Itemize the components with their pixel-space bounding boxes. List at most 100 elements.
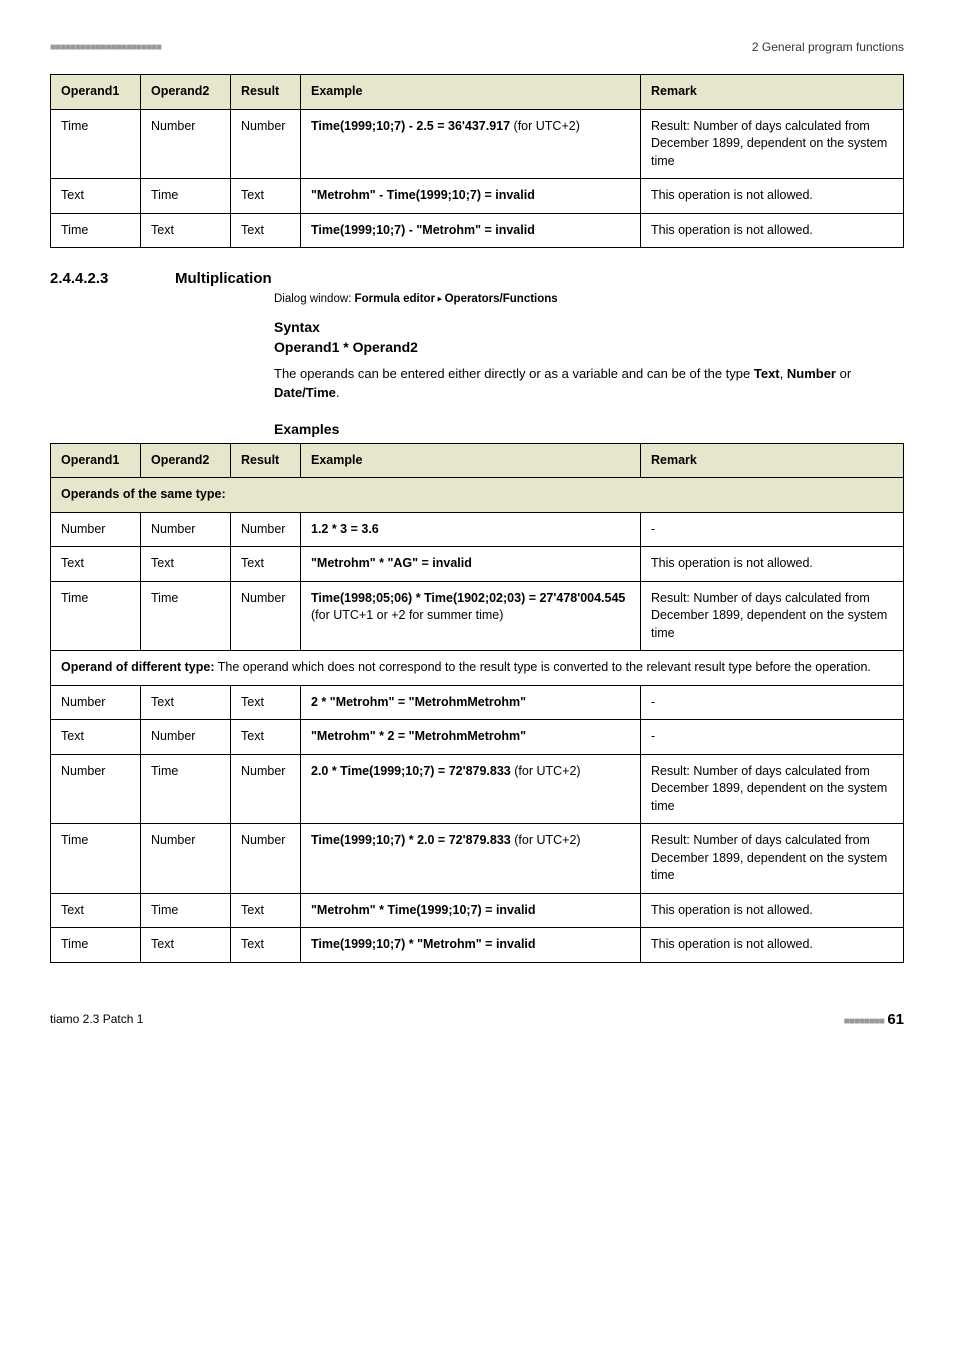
col-operand1: Operand1 — [51, 443, 141, 478]
dialog-part1: Formula editor — [355, 293, 436, 305]
table-cell: Number — [231, 512, 301, 547]
table-cell: Time(1999;10;7) - 2.5 = 36'437.917 (for … — [301, 109, 641, 179]
page-footer: tiamo 2.3 Patch 1 ■■■■■■■■ 61 — [50, 1011, 904, 1028]
footer-page-number: 61 — [887, 1011, 904, 1028]
table-cell: Text — [231, 928, 301, 963]
table-cell: Text — [141, 547, 231, 582]
table-row: NumberTextText2 * "Metrohm" = "MetrohmMe… — [51, 685, 904, 720]
table-row: NumberNumberNumber1.2 * 3 = 3.6- — [51, 512, 904, 547]
table-cell: 1.2 * 3 = 3.6 — [301, 512, 641, 547]
section-heading: 2.4.4.2.3 Multiplication — [50, 270, 904, 287]
table-cell: Number — [141, 824, 231, 894]
table-cell: Time — [141, 893, 231, 928]
section-paragraph: The operands can be entered either direc… — [274, 365, 904, 403]
table-row: TextTextText"Metrohm" * "AG" = invalidTh… — [51, 547, 904, 582]
col-remark: Remark — [641, 443, 904, 478]
table-cell: Result: Number of days calculated from D… — [641, 754, 904, 824]
section-body: Dialog window: Formula editor ▸ Operator… — [274, 293, 904, 403]
table-row: TimeTextTextTime(1999;10;7) - "Metrohm" … — [51, 213, 904, 248]
table-row: TextTimeText"Metrohm" - Time(1999;10;7) … — [51, 179, 904, 214]
table-cell: This operation is not allowed. — [641, 547, 904, 582]
table-cell: Text — [231, 547, 301, 582]
table-cell: Number — [231, 581, 301, 651]
table-cell: Number — [231, 824, 301, 894]
table-cell: Text — [231, 720, 301, 755]
col-example: Example — [301, 443, 641, 478]
table-cell: Time — [141, 179, 231, 214]
table-row: TextTimeText"Metrohm" * Time(1999;10;7) … — [51, 893, 904, 928]
para-end: . — [336, 385, 340, 400]
table-cell: Time — [141, 581, 231, 651]
footer-dots: ■■■■■■■■ — [844, 1016, 884, 1027]
table-cell: Time — [51, 824, 141, 894]
table-row: NumberTimeNumber2.0 * Time(1999;10;7) = … — [51, 754, 904, 824]
table-cell: Result: Number of days calculated from D… — [641, 824, 904, 894]
table-cell: This operation is not allowed. — [641, 179, 904, 214]
table-span-row: Operands of the same type: — [51, 478, 904, 513]
table-cell: Time(1999;10;7) * 2.0 = 72'879.833 (for … — [301, 824, 641, 894]
col-result: Result — [231, 443, 301, 478]
table-cell: Result: Number of days calculated from D… — [641, 581, 904, 651]
header-dots: ■■■■■■■■■■■■■■■■■■■■■■ — [50, 42, 161, 53]
table-cell: 2 * "Metrohm" = "MetrohmMetrohm" — [301, 685, 641, 720]
table-row: TimeNumberNumberTime(1999;10;7) - 2.5 = … — [51, 109, 904, 179]
table-cell: Time — [51, 213, 141, 248]
table-cell: - — [641, 720, 904, 755]
span-different-type: Operand of different type: The operand w… — [51, 651, 904, 686]
table-cell: Time — [51, 581, 141, 651]
dialog-prefix: Dialog window: — [274, 293, 355, 305]
dialog-path: Dialog window: Formula editor ▸ Operator… — [274, 293, 904, 305]
table-cell: Number — [141, 109, 231, 179]
table-cell: Number — [231, 109, 301, 179]
table-cell: Number — [51, 685, 141, 720]
table-cell: Time(1999;10;7) * "Metrohm" = invalid — [301, 928, 641, 963]
table-cell: Text — [231, 893, 301, 928]
table-row: TimeTimeNumberTime(1998;05;06) * Time(19… — [51, 581, 904, 651]
table-cell: "Metrohm" * "AG" = invalid — [301, 547, 641, 582]
table-header-row: Operand1 Operand2 Result Example Remark — [51, 75, 904, 110]
table-cell: Text — [141, 928, 231, 963]
table-span-row: Operand of different type: The operand w… — [51, 651, 904, 686]
syntax-label: Syntax — [274, 319, 904, 335]
section-number: 2.4.4.2.3 — [50, 270, 145, 287]
col-result: Result — [231, 75, 301, 110]
table-row: TimeNumberNumberTime(1999;10;7) * 2.0 = … — [51, 824, 904, 894]
para-type-number: Number — [787, 366, 836, 381]
table-cell: 2.0 * Time(1999;10;7) = 72'879.833 (for … — [301, 754, 641, 824]
para-type-text: Text — [754, 366, 780, 381]
table-cell: Number — [141, 512, 231, 547]
table-multiplication: Operand1 Operand2 Result Example Remark … — [50, 443, 904, 963]
table-cell: Number — [141, 720, 231, 755]
table-cell: Number — [51, 512, 141, 547]
section-title: Multiplication — [175, 270, 272, 287]
table-cell: Text — [231, 213, 301, 248]
col-operand2: Operand2 — [141, 75, 231, 110]
para-or: or — [836, 366, 851, 381]
table-cell: This operation is not allowed. — [641, 893, 904, 928]
header-chapter: 2 General program functions — [752, 40, 904, 54]
table-cell: Time(1998;05;06) * Time(1902;02;03) = 27… — [301, 581, 641, 651]
table-cell: Text — [141, 213, 231, 248]
dialog-sep-icon: ▸ — [435, 293, 445, 303]
table-cell: - — [641, 685, 904, 720]
table-cell: Text — [51, 893, 141, 928]
table-cell: Text — [51, 547, 141, 582]
table-cell: Text — [51, 720, 141, 755]
table-cell: - — [641, 512, 904, 547]
col-operand1: Operand1 — [51, 75, 141, 110]
table-cell: Text — [231, 179, 301, 214]
table-cell: Time — [51, 109, 141, 179]
table-cell: Text — [231, 685, 301, 720]
table-cell: Time(1999;10;7) - "Metrohm" = invalid — [301, 213, 641, 248]
footer-right: ■■■■■■■■ 61 — [844, 1011, 904, 1028]
table-cell: Text — [141, 685, 231, 720]
col-remark: Remark — [641, 75, 904, 110]
table-row: TimeTextTextTime(1999;10;7) * "Metrohm" … — [51, 928, 904, 963]
para-type-datetime: Date/Time — [274, 385, 336, 400]
para-comma: , — [780, 366, 787, 381]
table-cell: This operation is not allowed. — [641, 928, 904, 963]
footer-product: tiamo 2.3 Patch 1 — [50, 1012, 143, 1026]
table-cell: Time — [141, 754, 231, 824]
table-cell: Result: Number of days calculated from D… — [641, 109, 904, 179]
table-cell: Number — [231, 754, 301, 824]
